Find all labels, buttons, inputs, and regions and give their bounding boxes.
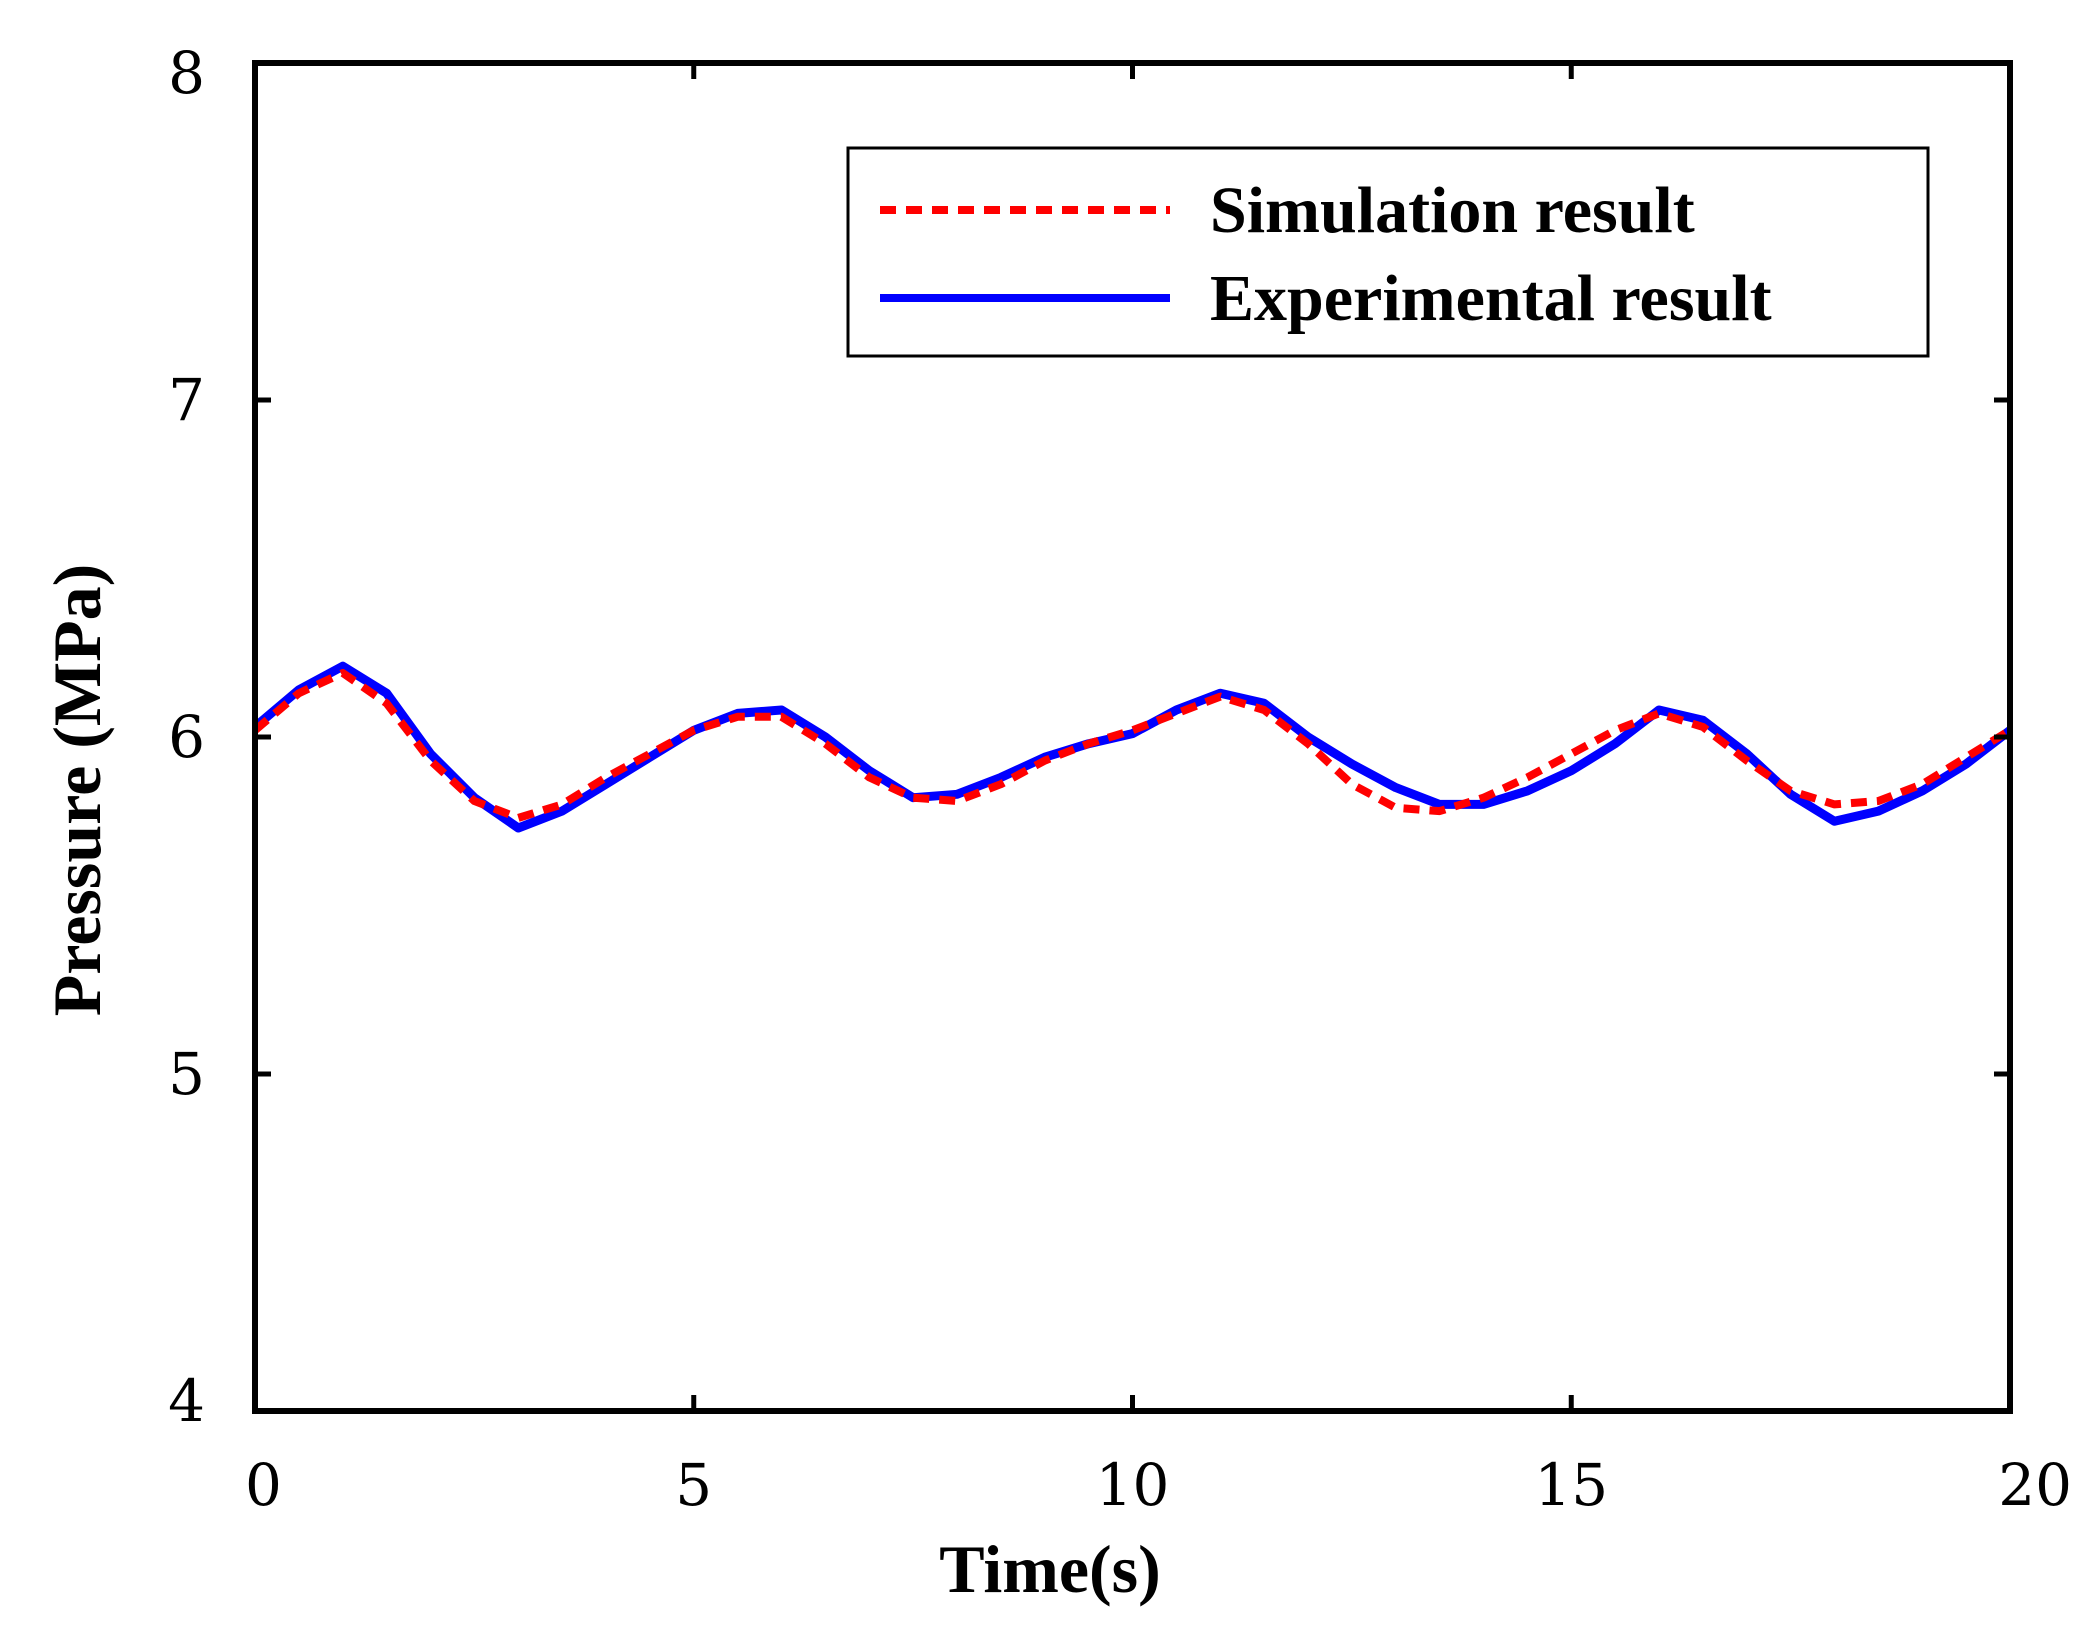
y-tick-label: 7 [168, 366, 205, 434]
x-tick-label: 15 [1534, 1451, 1608, 1519]
y-axis-title: Pressure (MPa) [39, 564, 115, 1017]
x-tick-label: 20 [1998, 1451, 2072, 1519]
legend-box [846, 146, 1930, 358]
y-tick-label: 5 [168, 1040, 205, 1108]
tick-labels-layer: 0 5 10 15 20 4 5 6 7 8 [168, 39, 2072, 1519]
legend-label-experimental: Experimental result [1210, 262, 1772, 335]
legend: Simulation result Experimental result [846, 146, 1930, 358]
y-tick-label: 8 [168, 39, 205, 107]
y-tick-label: 6 [168, 703, 205, 771]
y-tick-label: 4 [168, 1367, 205, 1435]
x-axis-title: Time(s) [939, 1531, 1161, 1607]
x-tick-label: 10 [1096, 1451, 1170, 1519]
series-line-simulation [252, 669, 2013, 822]
x-tick-label: 5 [675, 1451, 712, 1519]
ticks-layer [252, 60, 2013, 1414]
series-layer [252, 661, 2013, 833]
legend-label-simulation: Simulation result [1210, 174, 1695, 247]
series-line-experimental [252, 661, 2013, 833]
x-tick-label: 0 [245, 1451, 282, 1519]
